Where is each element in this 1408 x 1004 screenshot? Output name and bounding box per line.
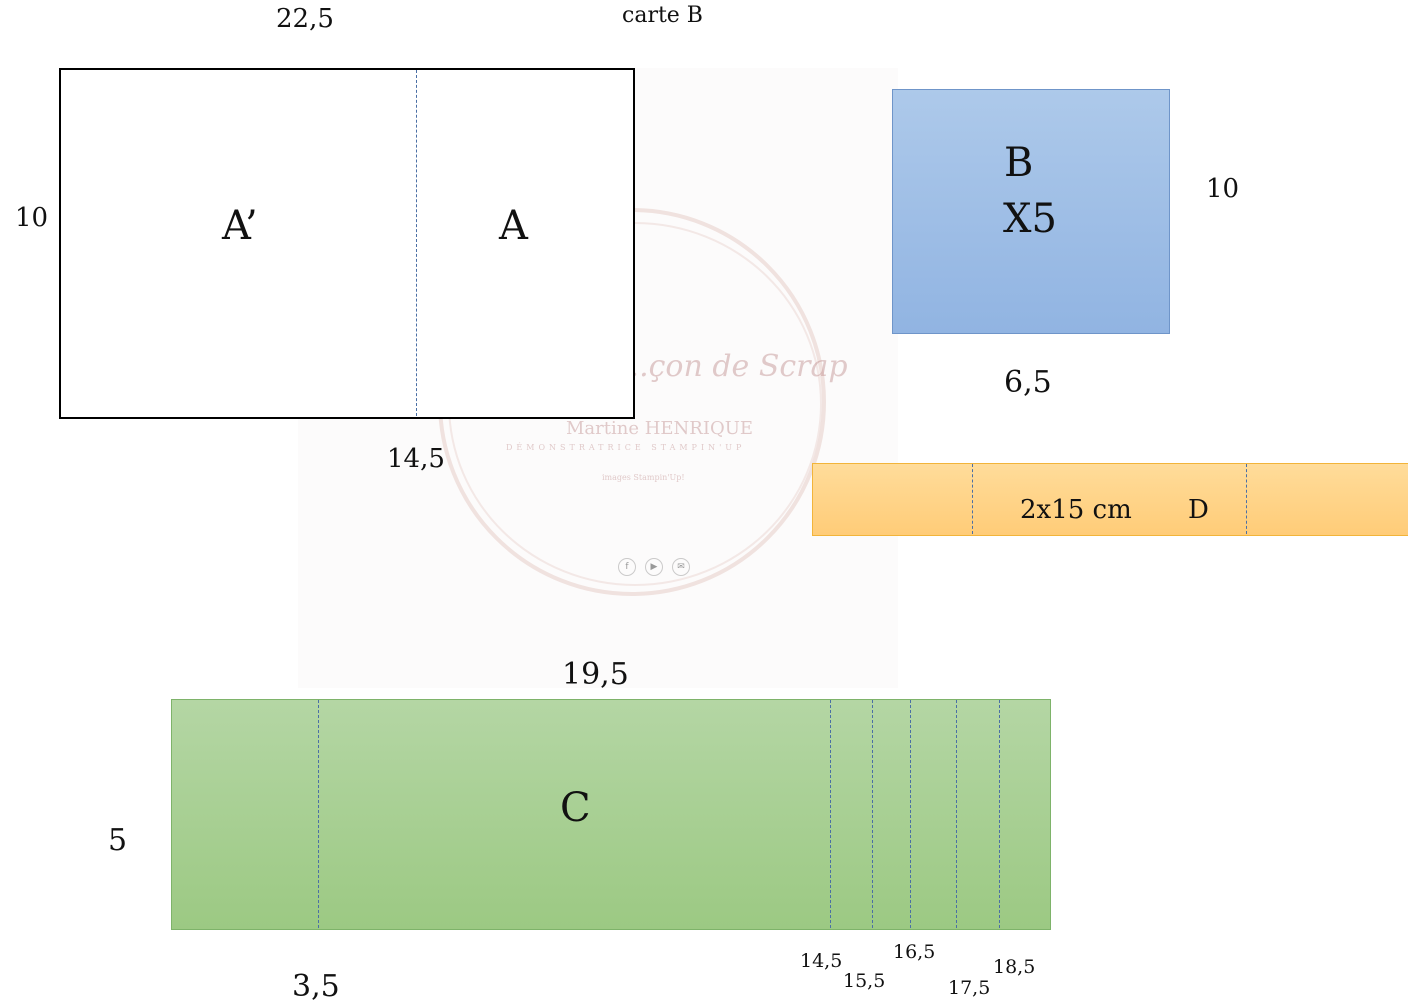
facebook-icon: f (618, 558, 636, 576)
shape-a-height-label: 10 (15, 203, 49, 233)
shape-c-strip (171, 699, 1051, 930)
shape-c-width-label: 19,5 (562, 657, 629, 692)
watermark-title: ...çon de Scrap (620, 349, 848, 384)
shape-b-label: B (1004, 140, 1034, 186)
shape-b-card (892, 89, 1170, 334)
shape-c-fold-label: 17,5 (948, 977, 991, 999)
youtube-icon: ▶ (645, 558, 663, 576)
shape-a-fold-label: 14,5 (387, 444, 445, 474)
shape-c-fold-label: 16,5 (893, 941, 936, 963)
diagram-title: carte B (622, 3, 703, 28)
watermark-subtitle: DÉMONSTRATRICE STAMPIN'UP (506, 443, 746, 452)
shape-c-fold-line (872, 700, 873, 928)
shape-b-count: X5 (1003, 196, 1057, 242)
shape-c-label: C (560, 785, 591, 831)
shape-b-width-label: 6,5 (1004, 365, 1052, 400)
shape-d-label: D (1188, 495, 1209, 525)
shape-b-height-label: 10 (1206, 174, 1240, 204)
shape-c-fold-label: 15,5 (843, 970, 886, 992)
shape-a-width-label: 22,5 (276, 4, 334, 34)
shape-c-fold-line (318, 700, 319, 928)
shape-c-height-label: 5 (108, 823, 128, 858)
shape-c-fold-label: 14,5 (800, 950, 843, 972)
shape-c-fold-label: 18,5 (993, 956, 1036, 978)
shape-c-fold-line (910, 700, 911, 928)
shape-a-card (59, 68, 635, 419)
shape-d-fold-line (972, 464, 973, 534)
mail-icon: ✉ (672, 558, 690, 576)
shape-c-first-fold-label: 3,5 (292, 969, 340, 1004)
shape-a-right-panel-label: A (499, 203, 528, 249)
shape-d-size-label: 2x15 cm (1020, 495, 1132, 525)
shape-c-fold-line (956, 700, 957, 928)
watermark-small-text: images Stampin'Up! (602, 473, 685, 482)
shape-c-fold-line (830, 700, 831, 928)
watermark-name: Martine HENRIQUE (566, 418, 754, 439)
shape-d-strip (812, 463, 1408, 536)
shape-a-left-panel-label: A’ (222, 203, 258, 249)
shape-a-fold-line (416, 70, 417, 416)
shape-c-fold-line (999, 700, 1000, 928)
shape-d-fold-line (1246, 464, 1247, 534)
